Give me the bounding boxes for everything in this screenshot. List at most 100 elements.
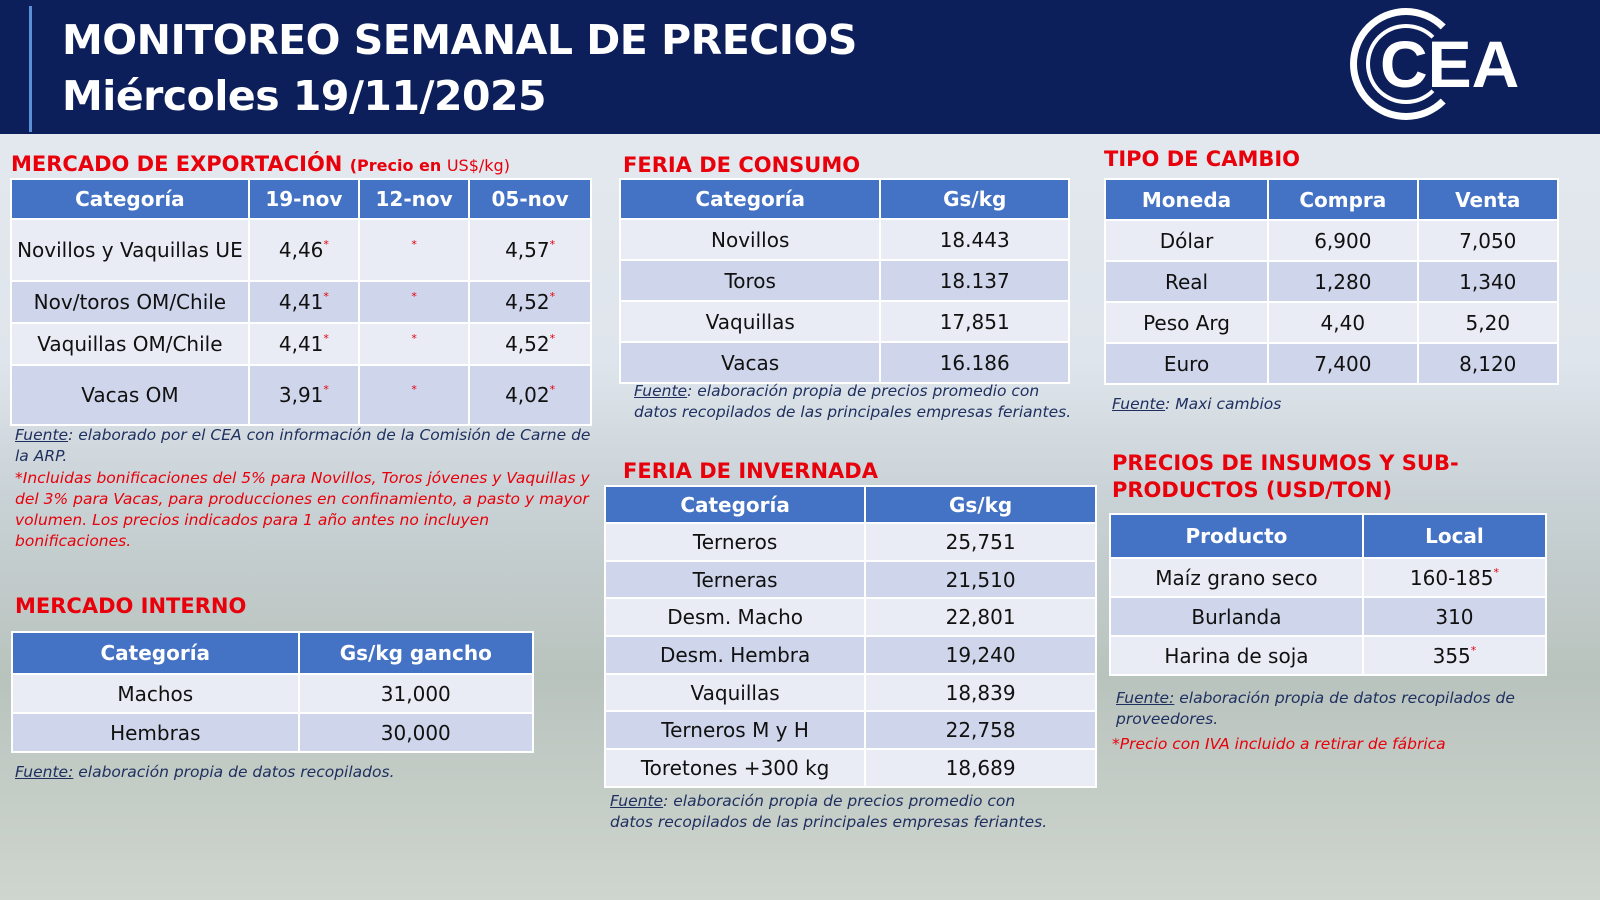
cell-text: Burlanda (1191, 604, 1282, 629)
table-cell: 4,41* (247, 322, 360, 366)
table-row: Nov/toros OM/Chile 4,41* * 4,52* (10, 280, 592, 324)
header-banner: MONITOREO SEMANAL DE PRECIOS Miércoles 1… (0, 0, 1600, 134)
cell-text: 6,900 (1314, 228, 1372, 253)
source-text: elaboración propia de datos recopilados. (73, 763, 395, 781)
source-label: Fuente (1112, 395, 1166, 413)
table-cell: 18,839 (864, 672, 1097, 713)
export-unit: US$/kg) (446, 156, 510, 175)
cell-text: 8,120 (1459, 351, 1517, 376)
cell-text: 18,689 (945, 755, 1016, 780)
column-header: Gs/kg (864, 485, 1097, 524)
cell-text: 18.443 (939, 227, 1010, 252)
asterisk-mark: * (323, 383, 329, 396)
column-header: Moneda (1103, 178, 1270, 221)
page-date: Miércoles 19/11/2025 (62, 72, 547, 120)
table-cell: 18.443 (879, 218, 1070, 261)
asterisk-mark: * (411, 290, 417, 303)
export-table: Categoría 19-nov 12-nov 05-nov Novillos y Va… (10, 178, 592, 426)
table-cell: 310 (1361, 596, 1548, 637)
cell-text: Novillos (711, 227, 790, 252)
table-cell: 1,280 (1267, 260, 1419, 303)
cell-text: Terneras (692, 567, 778, 592)
table-cell: 4,52* (468, 322, 592, 366)
table-row: Novillos y Vaquillas UE 4,46* * 4,57* (10, 218, 592, 282)
header-row: Categoría Gs/kg (603, 485, 1097, 524)
source-label: Fuente: (1116, 689, 1175, 707)
table-cell: Peso Arg (1103, 301, 1270, 344)
accent-bar (29, 6, 32, 132)
cell-text: 22,758 (945, 718, 1016, 743)
table-cell: 4,41* (247, 280, 360, 324)
logo-ring-inner-icon (1366, 24, 1446, 104)
table-row: Vaquillas 18,839 (603, 672, 1097, 713)
column-header: Venta (1416, 178, 1560, 221)
column-header: Categoría (603, 485, 867, 524)
table-row: Terneras 21,510 (603, 559, 1097, 600)
table-cell: Vaquillas (603, 672, 867, 713)
table-cell: 4,46* (247, 218, 360, 282)
export-subtitle: (Precio en (349, 156, 442, 175)
table-cell: 16.186 (879, 341, 1070, 384)
cell-text: Vaquillas (705, 309, 795, 334)
table-cell: Vacas (618, 341, 882, 384)
asterisk-mark: * (549, 290, 556, 303)
table-cell: Dólar (1103, 219, 1270, 262)
logo-text: CEA (1380, 27, 1520, 101)
table-cell: 4,52* (468, 280, 592, 324)
table-row: Machos 31,000 (11, 673, 535, 714)
insumos-footnote: *Precio con IVA incluido a retirar de fá… (1112, 735, 1446, 753)
source-text: : elaboración propia de precios promedio… (634, 382, 1072, 421)
table-cell: * (357, 322, 471, 366)
table-row: Vaquillas 17,851 (618, 300, 1070, 343)
table-cell: 7,050 (1416, 219, 1560, 262)
logo-ring-icon (1350, 8, 1462, 120)
table-row: Dólar 6,900 7,050 (1103, 219, 1560, 262)
header-row: Categoría Gs/kg (618, 178, 1070, 220)
table-row: Real 1,280 1,340 (1103, 260, 1560, 303)
column-header: Gs/kg gancho (297, 631, 535, 675)
internal-table: Categoría Gs/kg gancho Machos 31,000 Hembras… (11, 631, 535, 753)
cell-text: 355 (1432, 643, 1471, 668)
cambio-table: Moneda Compra Venta Dólar 6,900 7,050 Real 1,28… (1103, 178, 1560, 385)
cell-text: 1,340 (1459, 269, 1517, 294)
cell-text: Nov/toros OM/Chile (33, 290, 227, 314)
cell-text: Harina de soja (1164, 643, 1309, 668)
table-row: Terneros M y H 22,758 (603, 710, 1097, 751)
source-label: Fuente (15, 426, 69, 444)
table-cell: * (357, 364, 471, 426)
table-cell: Terneros M y H (603, 710, 867, 751)
column-header: Compra (1267, 178, 1419, 221)
header-row: Categoría Gs/kg gancho (11, 631, 535, 675)
cell-text: Hembras (110, 720, 201, 745)
table-cell: 6,900 (1267, 219, 1419, 262)
table-cell: 7,400 (1267, 342, 1419, 385)
table-row: Harina de soja 355* (1109, 635, 1548, 676)
table-cell: Real (1103, 260, 1270, 303)
header-row: Producto Local (1109, 513, 1548, 559)
cell-text: Machos (117, 681, 194, 706)
asterisk-mark: * (549, 332, 556, 345)
table-cell: 4,02* (468, 364, 592, 426)
cell-text: 4,41 (278, 332, 324, 356)
table-cell: Nov/toros OM/Chile (10, 280, 250, 324)
asterisk-mark: * (323, 332, 329, 345)
cell-text: 4,52 (505, 290, 550, 314)
table-row: Desm. Macho 22,801 (603, 597, 1097, 638)
page-title: MONITOREO SEMANAL DE PRECIOS (62, 16, 857, 64)
cell-text: 4,52 (505, 332, 550, 356)
insumos-title: PRECIOS DE INSUMOS Y SUB-PRODUCTOS (USD/… (1112, 451, 1459, 502)
export-source: Fuente: elaborado por el CEA con informa… (15, 425, 600, 467)
source-label: Fuente: (15, 763, 74, 781)
table-row: Peso Arg 4,40 5,20 (1103, 301, 1560, 344)
table-cell: Desm. Macho (603, 597, 867, 638)
internal-source: Fuente: elaboración propia de datos reco… (15, 762, 395, 783)
cell-text: Toretones +300 kg (640, 755, 830, 780)
source-text: : elaborado por el CEA con información d… (15, 426, 591, 465)
cell-text: Vaquillas (690, 680, 780, 705)
cell-text: 25,751 (945, 529, 1016, 554)
cell-text: 160-185 (1409, 565, 1494, 590)
asterisk-mark: * (323, 238, 329, 251)
cell-text: Euro (1163, 351, 1210, 376)
table-row: Vacas 16.186 (618, 341, 1070, 384)
cambio-title: TIPO DE CAMBIO (1104, 147, 1301, 171)
